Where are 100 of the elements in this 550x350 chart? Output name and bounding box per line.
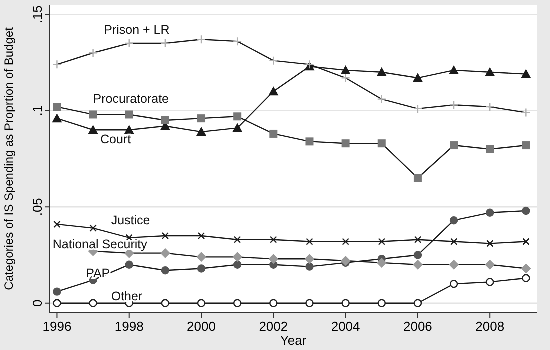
point: [196, 127, 207, 136]
point: [522, 142, 530, 150]
series-label: Other: [111, 289, 143, 304]
y-tick-label: .1: [30, 105, 45, 116]
point: [306, 262, 314, 271]
point: [486, 208, 494, 217]
series-label: PAP: [86, 266, 110, 280]
point: [90, 224, 97, 232]
point: [485, 260, 496, 270]
point: [412, 260, 423, 270]
point: [342, 140, 350, 148]
y-axis-title: Categories of IS Spending as Proprtion of Budget: [2, 26, 16, 290]
point: [270, 299, 278, 308]
point: [306, 238, 314, 246]
point: [232, 252, 243, 262]
point: [378, 140, 386, 148]
x-tick-label: 2008: [476, 319, 505, 334]
point: [161, 116, 170, 124]
point: [268, 86, 279, 96]
point: [449, 65, 460, 74]
point: [522, 274, 530, 282]
y-tick-label: 0: [30, 300, 45, 307]
point: [306, 138, 314, 146]
x-tick-label: 1996: [42, 319, 72, 334]
point: [486, 145, 494, 154]
point: [340, 256, 351, 266]
point: [270, 130, 278, 138]
point: [414, 174, 422, 182]
point: [196, 252, 207, 262]
point: [414, 251, 422, 260]
point: [233, 299, 242, 308]
point: [449, 100, 459, 110]
series-label: Procuratorate: [93, 92, 170, 106]
point: [521, 264, 532, 274]
x-tick-label: 1998: [114, 319, 144, 334]
series-label: National Security: [52, 238, 148, 252]
point: [414, 236, 422, 244]
point: [234, 112, 242, 121]
point: [450, 238, 458, 246]
point: [450, 280, 458, 288]
point: [161, 299, 170, 308]
point: [306, 299, 314, 308]
point: [54, 220, 61, 228]
point: [52, 60, 62, 70]
y-tick-label: .15: [30, 6, 45, 24]
point: [413, 104, 423, 114]
point: [521, 69, 532, 78]
point: [449, 260, 460, 270]
point: [486, 240, 494, 248]
point: [233, 260, 242, 269]
point: [124, 38, 134, 48]
point: [377, 94, 386, 104]
point: [378, 238, 386, 246]
point: [376, 67, 387, 76]
point: [342, 299, 350, 308]
point: [161, 266, 170, 275]
point: [234, 236, 242, 244]
point: [412, 73, 423, 82]
x-tick-label: 2004: [331, 319, 360, 334]
x-tick-label: 2000: [187, 319, 216, 334]
point: [125, 260, 134, 269]
point: [414, 299, 422, 308]
y-tick-label: .05: [30, 198, 45, 216]
series-label: Court: [100, 132, 132, 147]
x-axis-title: Year: [280, 333, 308, 348]
point: [198, 232, 206, 240]
point: [486, 278, 494, 286]
point: [486, 102, 495, 112]
point: [52, 114, 62, 123]
point: [197, 264, 206, 273]
point: [450, 216, 458, 225]
point: [89, 299, 98, 308]
point: [232, 36, 242, 46]
series-label: Justice: [111, 213, 150, 228]
point: [340, 65, 351, 74]
x-tick-label: 2002: [259, 319, 288, 334]
point: [197, 299, 206, 308]
point: [232, 123, 243, 132]
point: [125, 110, 134, 119]
point: [162, 232, 170, 240]
point: [269, 56, 278, 66]
point: [89, 110, 98, 119]
point: [376, 258, 387, 268]
point: [196, 35, 206, 44]
point: [342, 238, 350, 246]
series-label: Prison + LR: [104, 22, 170, 37]
point: [53, 299, 62, 308]
point: [88, 125, 98, 134]
point: [522, 108, 531, 118]
point: [485, 67, 496, 76]
x-tick-label: 2006: [403, 319, 432, 334]
point: [124, 125, 134, 134]
point: [160, 248, 170, 258]
point: [378, 299, 386, 308]
point: [268, 254, 279, 264]
point: [304, 254, 315, 264]
point: [53, 288, 62, 296]
point: [53, 103, 62, 112]
point: [522, 238, 530, 246]
point: [270, 236, 278, 244]
